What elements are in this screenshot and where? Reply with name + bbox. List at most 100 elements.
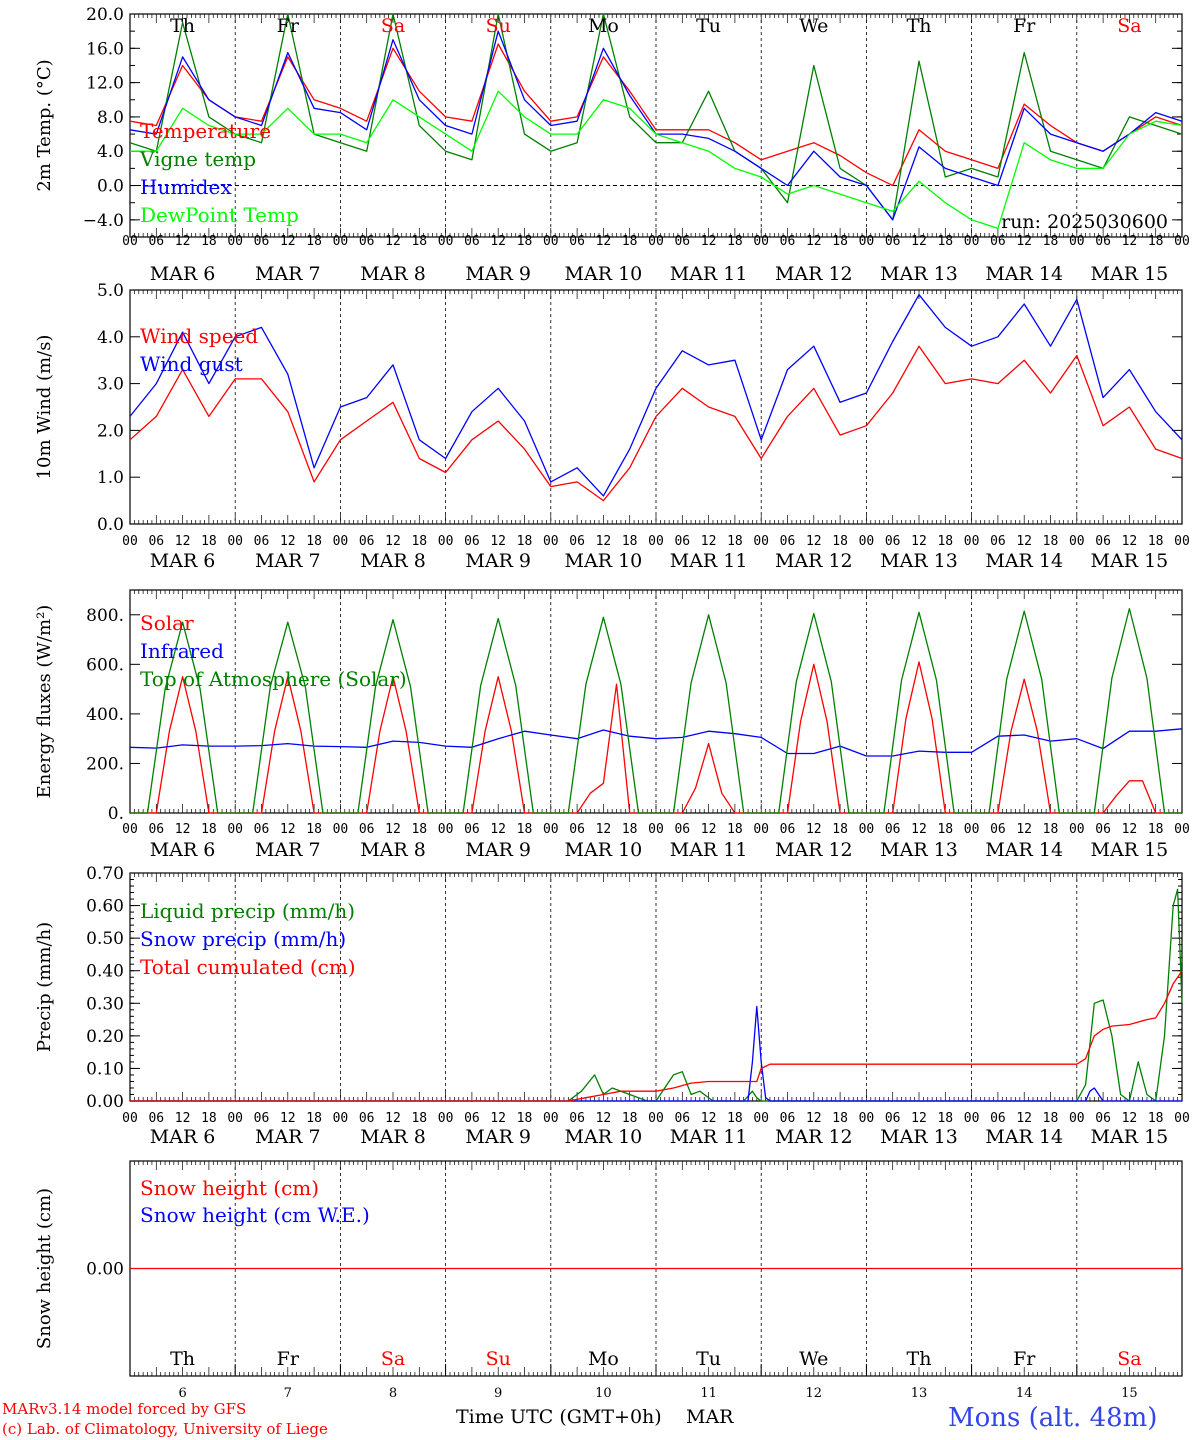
hour-label: 18	[306, 534, 322, 549]
date-label: MAR 12	[775, 1126, 853, 1148]
hour-label: 18	[1043, 534, 1059, 549]
hour-label: 12	[175, 534, 191, 549]
y-axis-label: Energy fluxes (W/m²)	[34, 605, 55, 799]
date-label: MAR 10	[565, 263, 643, 285]
date-label: MAR 8	[360, 839, 426, 861]
hour-label: 12	[596, 534, 612, 549]
hour-label: 18	[622, 534, 638, 549]
y-tick-label: 4.0	[97, 328, 124, 348]
hour-label: 00	[859, 234, 875, 249]
weekday-label: Tu	[696, 1348, 721, 1370]
hour-label: 00	[543, 234, 559, 249]
hour-label: 00	[1174, 534, 1190, 549]
y-tick-label: 3.0	[97, 375, 124, 395]
panel-wind	[129, 289, 1183, 525]
date-label: MAR 8	[360, 263, 426, 285]
panel-energy	[129, 589, 1183, 814]
series-line	[130, 90, 1183, 230]
date-label: MAR 11	[670, 1126, 748, 1148]
weekday-label: Su	[486, 1348, 511, 1370]
weekday-label: Mo	[588, 1348, 619, 1370]
weekday-label: Fr	[1013, 15, 1036, 37]
legend-entry: Humidex	[140, 175, 232, 199]
hour-label: 06	[569, 822, 585, 837]
date-label: MAR 7	[255, 839, 321, 861]
date-label: MAR 6	[150, 1126, 216, 1148]
hour-label: 12	[280, 822, 296, 837]
date-label: MAR 6	[150, 839, 216, 861]
panel-precip	[129, 872, 1183, 1102]
date-label: MAR 15	[1091, 839, 1169, 861]
hour-label: 12	[596, 822, 612, 837]
y-tick-label: 600.	[86, 655, 124, 675]
date-label: MAR 10	[565, 839, 643, 861]
date-label: MAR 9	[465, 1126, 531, 1148]
day-number: 6	[178, 1386, 186, 1401]
hour-label: 12	[385, 534, 401, 549]
hour-label: 06	[780, 534, 796, 549]
date-label: MAR 12	[775, 263, 853, 285]
weekday-label: Fr	[277, 15, 300, 37]
hour-label: 06	[674, 822, 690, 837]
hour-label: 06	[569, 234, 585, 249]
legend-entry: Vigne temp	[139, 147, 256, 171]
hour-label: 12	[911, 534, 927, 549]
date-label: MAR 15	[1091, 550, 1169, 572]
hour-label: 12	[596, 1111, 612, 1126]
legend-entry: Snow precip (mm/h)	[140, 927, 346, 951]
hour-label: 12	[280, 234, 296, 249]
hour-label: 06	[359, 534, 375, 549]
hour-label: 18	[517, 822, 533, 837]
y-tick-label: 0.	[108, 804, 124, 824]
hour-label: 12	[175, 822, 191, 837]
date-label: MAR 11	[670, 550, 748, 572]
date-label: MAR 13	[880, 550, 958, 572]
hour-label: 06	[674, 1111, 690, 1126]
hour-label: 06	[990, 1111, 1006, 1126]
hour-label: 12	[701, 822, 717, 837]
hour-label: 00	[333, 234, 349, 249]
hour-label: 12	[490, 822, 506, 837]
y-tick-label: 800.	[86, 606, 124, 626]
y-tick-label: 0.30	[86, 994, 124, 1014]
y-axis-label: Snow height (cm)	[34, 1188, 55, 1349]
hour-label: 12	[1016, 1111, 1032, 1126]
date-label: MAR 14	[985, 550, 1063, 572]
y-tick-label: 8.0	[97, 108, 124, 128]
hour-label: 18	[201, 822, 217, 837]
hour-label: 18	[622, 234, 638, 249]
hour-label: 18	[937, 822, 953, 837]
date-label: MAR 14	[985, 1126, 1063, 1148]
station-name: Mons (alt. 48m)	[948, 1403, 1158, 1433]
series-line	[129, 345, 1183, 502]
hour-label: 18	[622, 822, 638, 837]
hour-label: 06	[885, 822, 901, 837]
legend-entry: Wind gust	[140, 352, 243, 376]
hour-label: 18	[727, 822, 743, 837]
hour-label: 06	[148, 234, 164, 249]
footer-model-credit: MARv3.14 model forced by GFS	[2, 1400, 247, 1418]
hour-label: 00	[753, 534, 769, 549]
hour-label: 18	[832, 534, 848, 549]
y-tick-label: 1.0	[97, 468, 124, 488]
hour-label: 00	[122, 822, 138, 837]
hour-label: 00	[859, 1111, 875, 1126]
legend-entry: Total cumulated (cm)	[140, 955, 356, 979]
hour-label: 12	[806, 534, 822, 549]
date-label: MAR 11	[670, 263, 748, 285]
y-tick-label: 4.0	[97, 142, 124, 162]
hour-label: 00	[1069, 822, 1085, 837]
hour-label: 00	[1069, 534, 1085, 549]
date-label: MAR 7	[255, 1126, 321, 1148]
hour-label: 00	[1069, 1111, 1085, 1126]
hour-label: 18	[832, 234, 848, 249]
y-axis-label: Precip (mm/h)	[34, 922, 55, 1052]
series-line	[130, 607, 1182, 814]
day-number: 10	[595, 1386, 612, 1401]
hour-label: 12	[1016, 234, 1032, 249]
hour-label: 12	[911, 822, 927, 837]
hour-label: 12	[806, 822, 822, 837]
hour-label: 06	[148, 1111, 164, 1126]
day-number: 7	[284, 1386, 292, 1401]
day-number: 9	[494, 1386, 502, 1401]
